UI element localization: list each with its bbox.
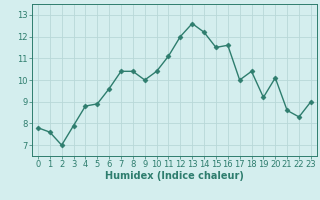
X-axis label: Humidex (Indice chaleur): Humidex (Indice chaleur) [105, 171, 244, 181]
